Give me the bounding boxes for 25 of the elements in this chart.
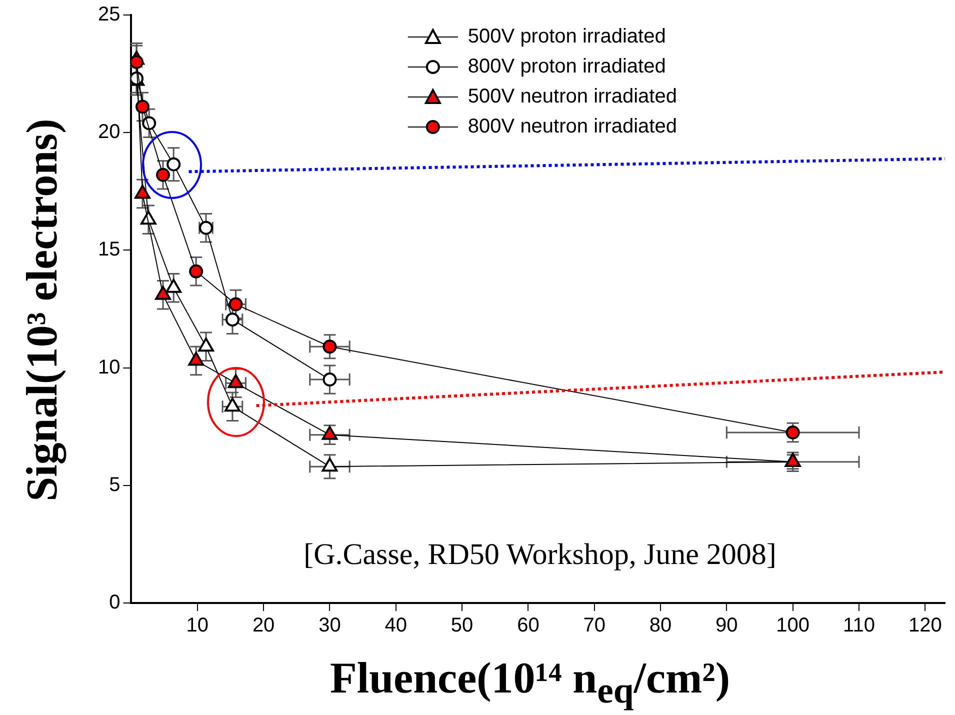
annotation: [G.Casse, RD50 Workshop, June 2008] bbox=[304, 538, 776, 572]
x-tick-label: 90 bbox=[716, 614, 738, 637]
x-tick-label: 110 bbox=[843, 614, 875, 637]
legend-label: 800V proton irradiated bbox=[468, 56, 666, 78]
x-tick-label: 80 bbox=[649, 614, 672, 637]
legend-label: 500V proton irradiated bbox=[468, 26, 666, 48]
y-tick-label: 0 bbox=[109, 592, 120, 614]
x-tick-label: 10 bbox=[186, 614, 209, 637]
x-tick-label: 100 bbox=[776, 614, 810, 637]
y-tick-label: 10 bbox=[98, 356, 120, 378]
y-tick-label: 5 bbox=[109, 474, 120, 496]
y-tick-label: 25 bbox=[98, 4, 120, 26]
legend-label: 500V neutron irradiated bbox=[468, 86, 677, 108]
x-tick-label: 30 bbox=[318, 614, 341, 637]
y-axis-title: Signal(10³ electrons) bbox=[16, 118, 68, 502]
x-tick-label: 70 bbox=[583, 614, 606, 637]
x-tick-label: 50 bbox=[450, 614, 474, 637]
x-axis-title: Fluence(10¹⁴ n$_{eq}$/cm²) bbox=[330, 652, 730, 712]
x-tick-label: 60 bbox=[517, 614, 540, 637]
y-tick-label: 20 bbox=[98, 121, 120, 144]
x-tick-label: 20 bbox=[252, 614, 275, 637]
x-tick-label: 40 bbox=[384, 614, 408, 637]
y-tick-label: 15 bbox=[98, 238, 120, 261]
x-tick-label: 120 bbox=[908, 614, 942, 637]
legend-label: 800V neutron irradiated bbox=[468, 116, 677, 138]
